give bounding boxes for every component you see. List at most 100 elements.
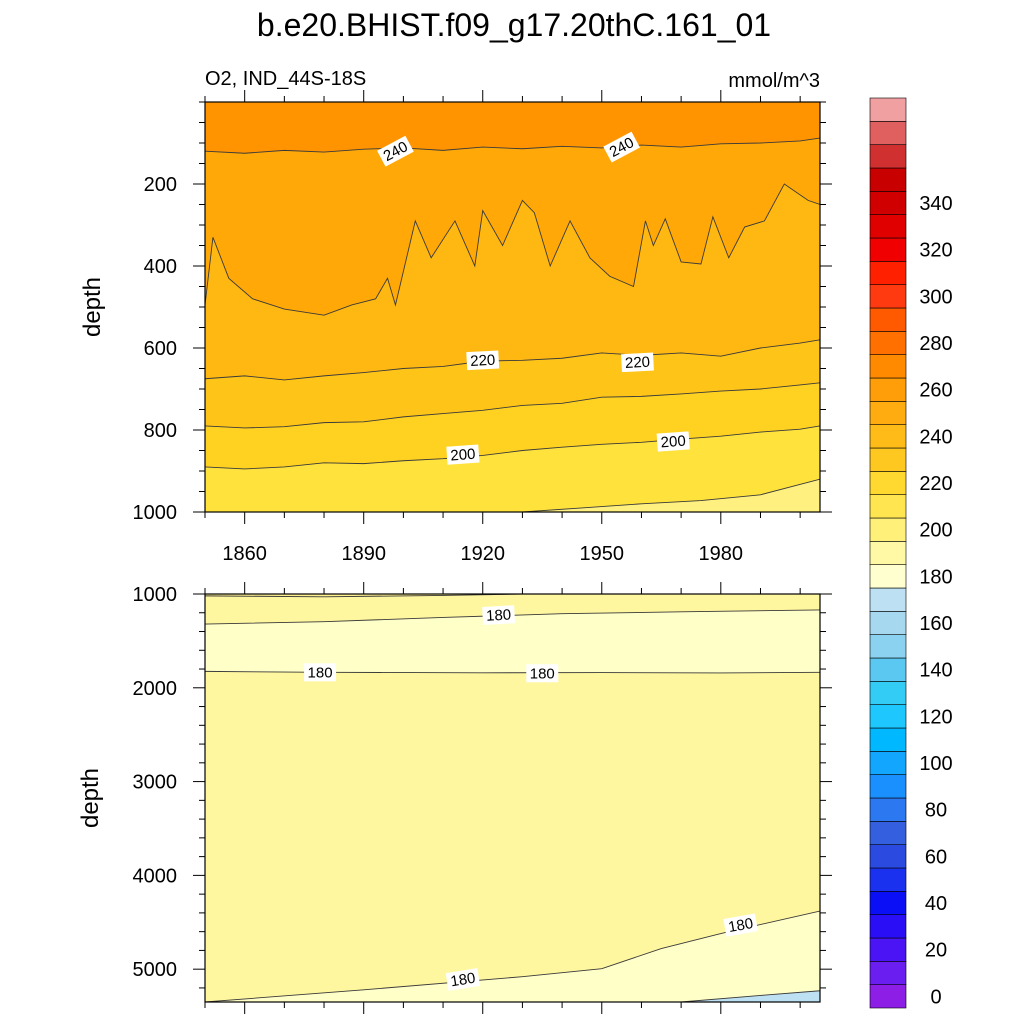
lower-contour-label-3: 180 — [723, 913, 758, 937]
units-label: mmol/m^3 — [728, 70, 820, 92]
colorbar-label: 100 — [919, 753, 952, 775]
upper-contour-label-3: 220 — [621, 352, 654, 373]
lower-contour-label-4: 180 — [445, 968, 481, 991]
colorbar-box — [869, 611, 907, 635]
colorbar-box — [869, 447, 907, 472]
colorbar-box — [869, 984, 907, 1009]
lower-y-tick-label: 2000 — [133, 678, 178, 700]
colorbar-box — [869, 494, 907, 519]
upper-contour-line-230-1 — [205, 183, 820, 316]
svg-text:180: 180 — [727, 915, 755, 936]
colorbar-label: 20 — [925, 940, 947, 962]
colorbar-box — [869, 377, 907, 402]
x-tick-label: 1980 — [699, 543, 744, 565]
colorbar-label: 340 — [919, 193, 952, 215]
colorbar-label: 320 — [919, 240, 952, 262]
colorbar-label: 60 — [925, 846, 947, 868]
upper-contour-label-2: 220 — [466, 350, 500, 371]
lower-y-tick-label: 5000 — [133, 959, 178, 981]
upper-y-tick-label: 400 — [144, 256, 177, 278]
colorbar-box — [869, 657, 907, 682]
svg-text:200: 200 — [450, 446, 476, 465]
colorbar-box — [869, 961, 907, 985]
colorbar-box — [869, 191, 907, 215]
colorbar-box — [869, 471, 907, 495]
colorbar-box — [869, 634, 907, 659]
lower-contour-line-170-4 — [681, 990, 820, 1002]
colorbar-box — [869, 121, 907, 145]
colorbar-box — [869, 401, 907, 425]
colorbar-label: 160 — [919, 613, 952, 635]
svg-text:180: 180 — [308, 664, 333, 681]
lower-y-axis-label: depth — [77, 768, 104, 828]
colorbar-label: 0 — [930, 986, 941, 1008]
colorbar-box — [869, 844, 907, 869]
colorbar-box — [869, 261, 907, 285]
x-tick-label: 1950 — [580, 543, 625, 565]
colorbar-label: 80 — [925, 800, 947, 822]
figure-title: b.e20.BHIST.f09_g17.20thC.161_01 — [257, 7, 771, 43]
lower-contour-label-0: 180 — [482, 605, 516, 625]
colorbar-box — [869, 727, 907, 752]
lower-y-tick-label: 3000 — [133, 772, 178, 794]
colorbar-label: 240 — [919, 426, 952, 448]
svg-text:220: 220 — [470, 352, 496, 370]
x-tick-label: 1860 — [222, 543, 267, 565]
lower-y-tick-label: 1000 — [133, 584, 178, 606]
upper-y-axis-label: depth — [79, 277, 106, 337]
colorbar-box — [869, 517, 907, 542]
lower-frame — [204, 593, 821, 1003]
colorbar-box — [869, 891, 907, 915]
upper-contour-line-210-3 — [205, 382, 820, 429]
colorbar-box — [869, 144, 907, 169]
colorbar-box — [869, 307, 907, 332]
colorbar-box — [869, 704, 907, 729]
colorbar-label: 140 — [919, 660, 952, 682]
lower-y-tick-label: 4000 — [133, 865, 178, 887]
svg-text:180: 180 — [530, 665, 555, 682]
colorbar-box — [869, 937, 907, 962]
colorbar-label: 40 — [925, 893, 947, 915]
colorbar: 0 20 40 60 80 100 120 140 160 180 200 220 240 260 280 3… — [869, 97, 953, 1009]
lower-band-3 — [205, 911, 820, 1002]
colorbar-label: 220 — [919, 473, 952, 495]
variable-label: O2, IND_44S-18S — [205, 68, 366, 90]
colorbar-box — [869, 751, 907, 775]
upper-band-5 — [522, 479, 820, 512]
lower-contour-label-2: 180 — [526, 664, 559, 683]
colorbar-box — [869, 914, 907, 939]
colorbar-box — [869, 774, 907, 799]
colorbar-box — [869, 167, 907, 192]
upper-contour-line-220-2 — [205, 339, 820, 381]
colorbar-box — [869, 587, 907, 612]
upper-y-tick-label: 800 — [144, 420, 177, 442]
colorbar-box — [869, 564, 907, 589]
colorbar-label: 280 — [919, 333, 952, 355]
lower-band-2 — [205, 671, 820, 1002]
colorbar-box — [869, 214, 907, 239]
upper-contour-line-190-5 — [522, 478, 820, 512]
svg-text:220: 220 — [625, 354, 651, 372]
colorbar-box — [869, 284, 907, 309]
colorbar-box — [869, 797, 907, 822]
colorbar-box — [869, 681, 907, 705]
colorbar-box — [869, 331, 907, 355]
colorbar-box — [869, 867, 907, 892]
svg-text:200: 200 — [660, 433, 686, 452]
colorbar-label: 180 — [919, 566, 952, 588]
upper-contour-line-240-0 — [205, 137, 820, 154]
lower-plot-area: 180 180 180 180 180 — [205, 594, 820, 1002]
colorbar-box — [869, 541, 907, 565]
upper-contour-line-200-4 — [205, 425, 820, 470]
svg-text:180: 180 — [449, 970, 476, 991]
upper-contour-label-4: 200 — [446, 444, 480, 465]
colorbar-box — [869, 424, 907, 449]
lower-panel: 180 180 180 180 180 1000 2000 3000 4000 5000 depth — [77, 582, 832, 1014]
upper-contour-label-5: 200 — [656, 431, 690, 452]
colorbar-label: 200 — [919, 520, 952, 542]
upper-y-tick-label: 200 — [144, 174, 177, 196]
upper-y-tick-label: 1000 — [133, 502, 178, 524]
